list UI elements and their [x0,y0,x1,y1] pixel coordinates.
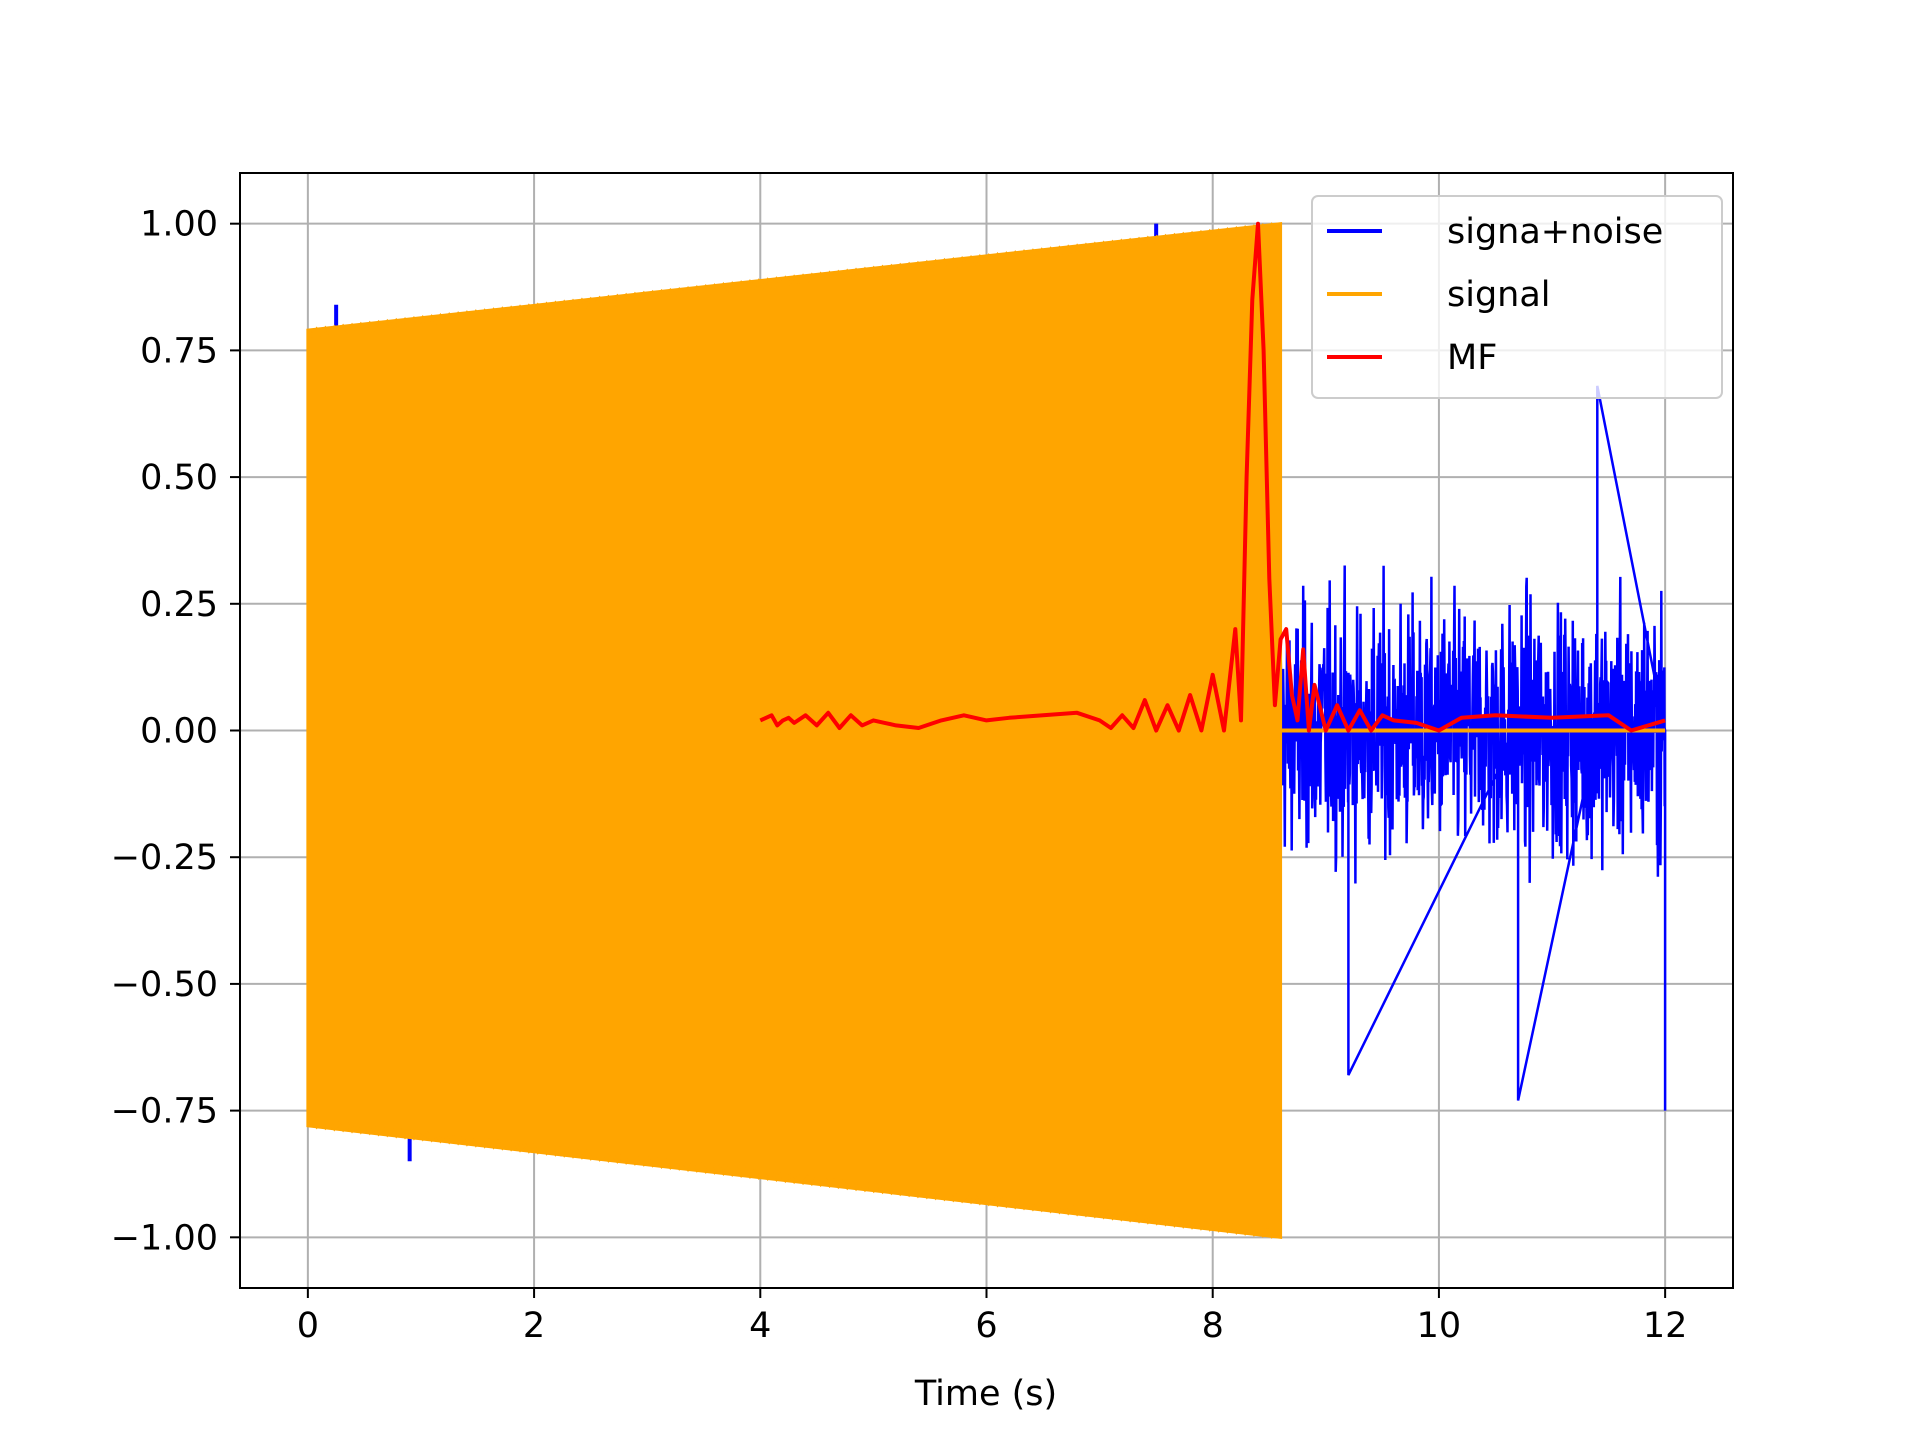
x-tick-label: 8 [1202,1306,1224,1346]
y-tick-label: −0.50 [111,965,218,1005]
y-tick-label: −0.25 [111,838,218,878]
series-layer [306,221,1667,1240]
x-tick-label: 4 [749,1306,771,1346]
y-tick-label: −1.00 [111,1218,218,1258]
legend-label: MF [1447,338,1497,378]
legend-label: signa+noise [1447,212,1663,252]
y-tick-label: 0.75 [140,331,218,371]
series-signa-noise-line [1279,385,1667,1111]
series-signal-lower-edge [306,1117,1282,1239]
y-axis-ticks: −1.00 −0.75 −0.50 −0.25 0.00 0.25 0.50 0.75 1.00 [111,205,240,1258]
y-tick-label: −0.75 [111,1092,218,1132]
y-tick-label: 0.00 [140,712,218,752]
x-tick-label: 6 [975,1306,997,1346]
x-tick-label: 2 [523,1306,545,1346]
legend: signa+noise signal MF [1311,195,1723,399]
x-axis-ticks: 0 2 4 6 8 10 12 [297,1288,1688,1346]
x-tick-label: 12 [1643,1306,1688,1346]
series-signal-fill [306,222,1283,1240]
x-tick-label: 10 [1417,1306,1462,1346]
legend-box [1311,195,1723,399]
y-tick-label: 0.50 [140,458,218,498]
y-tick-label: 1.00 [140,205,218,245]
x-axis-label: Time (s) [914,1374,1057,1414]
y-tick-label: 0.25 [140,585,218,625]
series-signal-upper-edge [306,222,1282,339]
x-tick-label: 0 [297,1306,319,1346]
legend-label: signal [1447,275,1551,315]
series-mf-line [759,221,1666,733]
